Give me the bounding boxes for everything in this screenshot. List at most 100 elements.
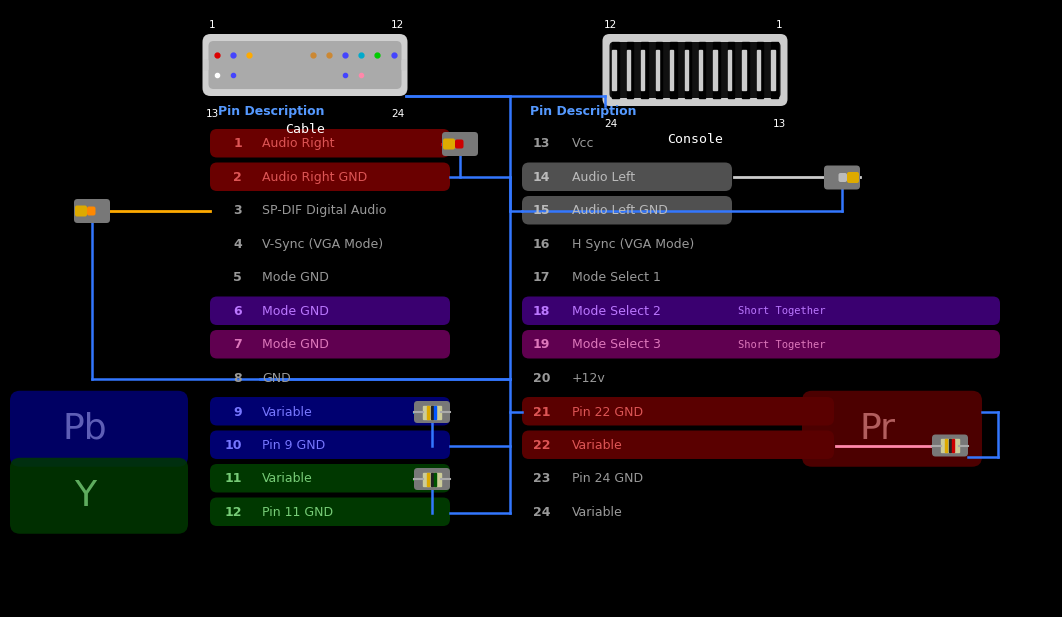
Text: 24: 24 [604,119,617,129]
Text: Variable: Variable [572,439,622,452]
Bar [613,42,619,70]
Text: 4: 4 [234,238,242,251]
Text: SP-DIF Digital Audio: SP-DIF Digital Audio [262,204,387,218]
Bar [685,70,691,98]
Bar [423,405,441,418]
Text: 24: 24 [391,109,405,119]
FancyBboxPatch shape [523,162,732,191]
FancyBboxPatch shape [602,34,788,106]
Text: Pin Description: Pin Description [530,105,636,118]
Text: Mode Select 1: Mode Select 1 [572,271,661,284]
Text: Mode Select 2: Mode Select 2 [572,305,661,318]
Text: Audio Right GND: Audio Right GND [262,171,367,184]
Bar [771,70,777,98]
Text: 1: 1 [234,138,242,151]
Text: 12: 12 [604,20,617,30]
FancyBboxPatch shape [802,391,982,466]
Bar [699,50,702,90]
Text: Short Together: Short Together [738,307,825,317]
FancyBboxPatch shape [210,397,450,426]
Text: Short Together: Short Together [738,340,825,350]
Text: Pin 11 GND: Pin 11 GND [262,506,333,519]
Bar [742,50,746,90]
Text: Pr: Pr [859,412,895,445]
Bar [685,50,688,90]
Text: Pin 22 GND: Pin 22 GND [572,405,644,418]
Text: 12: 12 [391,20,405,30]
Bar [941,439,959,452]
Text: Pin Description: Pin Description [218,105,325,118]
Bar [953,439,954,452]
Bar [670,70,676,98]
FancyBboxPatch shape [210,297,450,325]
Bar [727,50,731,90]
Text: +12v: +12v [572,372,605,385]
Text: 23: 23 [533,473,550,486]
Text: 19: 19 [533,339,550,352]
Text: 7: 7 [234,339,242,352]
Bar [613,70,619,98]
Bar [431,473,432,486]
FancyBboxPatch shape [455,139,463,149]
Bar [945,439,947,452]
Text: 16: 16 [533,238,550,251]
FancyBboxPatch shape [414,468,450,490]
FancyBboxPatch shape [442,132,478,156]
Bar [699,70,705,98]
Text: Pin 9 GND: Pin 9 GND [262,439,325,452]
Text: H Sync (VGA Mode): H Sync (VGA Mode) [572,238,695,251]
Text: 2: 2 [234,171,242,184]
Text: 13: 13 [773,119,786,129]
Text: 12: 12 [224,506,242,519]
FancyBboxPatch shape [75,205,87,217]
Text: Audio Left GND: Audio Left GND [572,204,668,218]
Bar [670,50,673,90]
Text: 9: 9 [234,405,242,418]
Text: V-Sync (VGA Mode): V-Sync (VGA Mode) [262,238,383,251]
Bar [655,70,662,98]
Text: 17: 17 [532,271,550,284]
Bar [627,42,633,70]
FancyBboxPatch shape [74,199,110,223]
FancyBboxPatch shape [210,497,450,526]
FancyBboxPatch shape [523,397,834,426]
Bar [641,42,648,70]
FancyBboxPatch shape [932,434,967,457]
Bar [727,70,735,98]
FancyBboxPatch shape [523,330,1000,358]
Bar [423,473,441,486]
Text: 1: 1 [209,20,216,30]
Text: Mode GND: Mode GND [262,271,329,284]
Text: Audio Right: Audio Right [262,138,335,151]
FancyBboxPatch shape [203,34,408,96]
FancyBboxPatch shape [210,464,450,492]
Bar [714,42,720,70]
Text: 20: 20 [532,372,550,385]
Bar [771,42,777,70]
Text: Y: Y [73,479,96,513]
Bar [427,405,429,418]
Bar [627,50,630,90]
FancyBboxPatch shape [523,431,834,459]
Bar [757,50,760,90]
FancyBboxPatch shape [401,59,407,71]
Text: Mode GND: Mode GND [262,339,329,352]
Text: Variable: Variable [262,405,312,418]
FancyBboxPatch shape [210,330,450,358]
Text: 8: 8 [234,372,242,385]
Text: Variable: Variable [572,506,622,519]
FancyBboxPatch shape [204,59,208,71]
Bar [641,70,648,98]
Bar [434,405,436,418]
FancyBboxPatch shape [847,172,859,183]
Text: Pb: Pb [63,412,107,445]
FancyBboxPatch shape [443,138,455,149]
Bar [434,473,436,486]
Text: 6: 6 [234,305,242,318]
FancyBboxPatch shape [523,196,732,225]
Text: 24: 24 [532,506,550,519]
Bar [699,42,705,70]
Bar [948,439,950,452]
Bar [641,50,645,90]
Text: Vcc: Vcc [572,138,595,151]
